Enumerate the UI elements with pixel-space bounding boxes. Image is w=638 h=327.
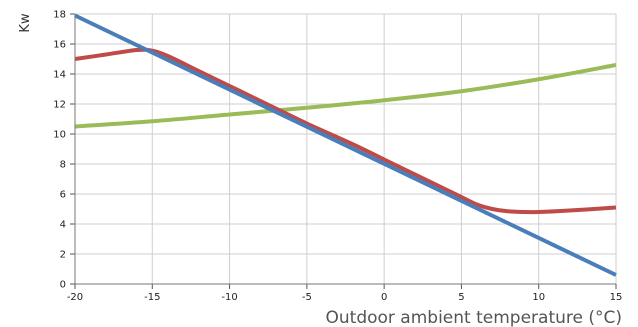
y-tick-label: 6 (60, 190, 66, 201)
y-tick-label: 8 (60, 160, 66, 171)
axes: 0 2 4 6 8 10 12 14 16 18 -20 -15 -10 -5 0 5 10 15 (53, 10, 622, 304)
series-line-3 (74, 63, 617, 129)
x-tick-label: 5 (458, 292, 464, 303)
x-tick-label: 15 (610, 292, 623, 303)
y-tick-label: 4 (60, 220, 66, 231)
x-tick-label: -10 (221, 292, 237, 303)
x-axis-label: Outdoor ambient temperature (°C) (326, 308, 623, 327)
x-tick-label: -5 (302, 292, 312, 303)
y-axis-label: Kw (18, 13, 33, 33)
y-tick-label: 10 (53, 130, 66, 141)
x-tick-label: 10 (532, 292, 545, 303)
series-group (74, 13, 617, 277)
y-tick-label: 14 (53, 70, 66, 81)
series-line-2 (74, 47, 617, 215)
series-line-1 (74, 13, 617, 277)
y-tick-label: 12 (53, 100, 66, 111)
x-tick-label: -20 (67, 292, 83, 303)
y-tick-label: 2 (60, 250, 66, 261)
y-tick-label: 18 (53, 10, 66, 21)
y-tick-label: 16 (53, 40, 66, 51)
x-tick-label: 0 (381, 292, 387, 303)
x-tick-label: -15 (144, 292, 160, 303)
y-tick-label: 0 (60, 280, 66, 291)
